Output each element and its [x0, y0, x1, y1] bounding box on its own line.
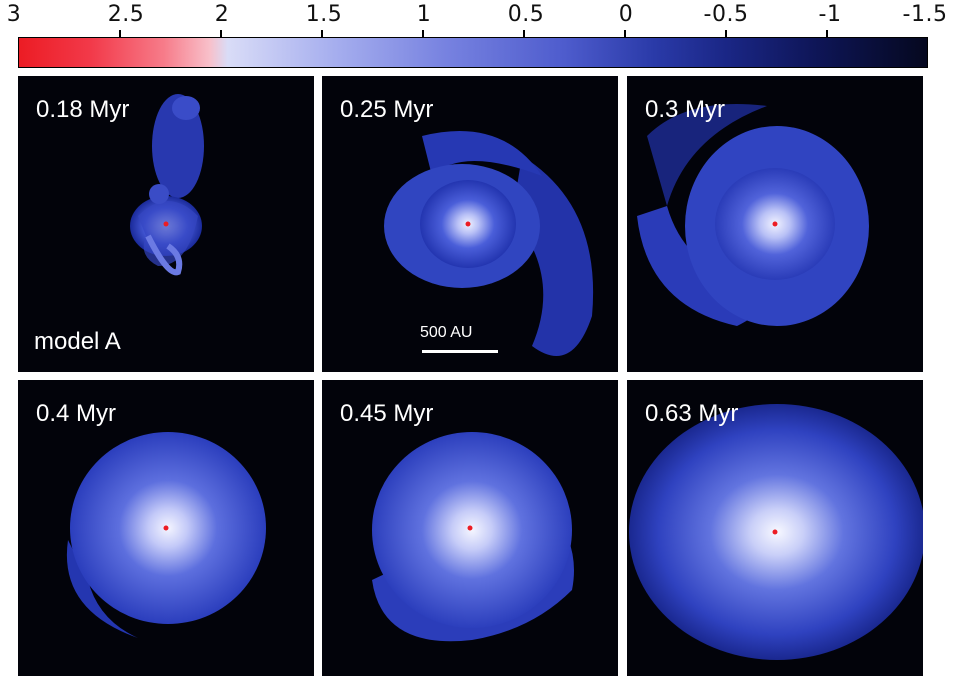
scalebar — [422, 350, 498, 353]
model-label: model A — [34, 328, 121, 355]
colorbar-tick-label: 3 — [6, 2, 22, 27]
snapshot-panel-5: 0.45 Myr — [322, 380, 618, 676]
colorbar-tick-label: -1 — [818, 2, 842, 27]
disk-image — [384, 131, 594, 356]
colorbar-tick-label: 0.5 — [507, 2, 545, 27]
time-label: 0.63 Myr — [645, 400, 739, 427]
disk-image — [130, 94, 204, 276]
time-label: 0.4 Myr — [36, 400, 117, 427]
time-label: 0.25 Myr — [340, 96, 434, 123]
colorbar-tick-label: 2 — [214, 2, 230, 27]
colorbar-gradient — [18, 37, 928, 68]
time-label: 0.18 Myr — [36, 96, 130, 123]
colorbar-tick-label: 0 — [618, 2, 634, 27]
colorbar-tick-label: -0.5 — [703, 2, 749, 27]
colorbar-tick — [725, 30, 727, 38]
colorbar-tick-label: 1 — [416, 2, 432, 27]
snapshot-panel-1: 0.18 Myr model A — [18, 76, 314, 372]
disk-image — [629, 404, 923, 660]
colorbar-tick — [523, 30, 525, 38]
colorbar-tick — [321, 30, 323, 38]
colorbar-tick — [826, 30, 828, 38]
colorbar-tick-label: 1.5 — [305, 2, 343, 27]
colorbar-tick-label: -1.5 — [902, 2, 948, 27]
snapshot-panel-6: 0.63 Myr — [627, 380, 923, 676]
scalebar-label: 500 AU — [420, 324, 473, 341]
colorbar-tick — [119, 30, 121, 38]
snapshot-panel-4: 0.4 Myr — [18, 380, 314, 676]
colorbar-tick — [220, 30, 222, 38]
colorbar-tick — [422, 30, 424, 38]
disk-image — [66, 432, 266, 638]
snapshot-panel-3: 0.3 Myr — [627, 76, 923, 372]
snapshot-panel-2: 0.25 Myr 500 AU — [322, 76, 618, 372]
disk-image — [372, 432, 574, 642]
disk-image — [637, 104, 869, 326]
colorbar-tick-label: 2.5 — [107, 2, 145, 27]
colorbar: 3 2.5 2 1.5 1 0.5 0 -0.5 -1 -1.5 — [0, 0, 957, 72]
colorbar-tick — [624, 30, 626, 38]
time-label: 0.3 Myr — [645, 96, 726, 123]
time-label: 0.45 Myr — [340, 400, 434, 427]
